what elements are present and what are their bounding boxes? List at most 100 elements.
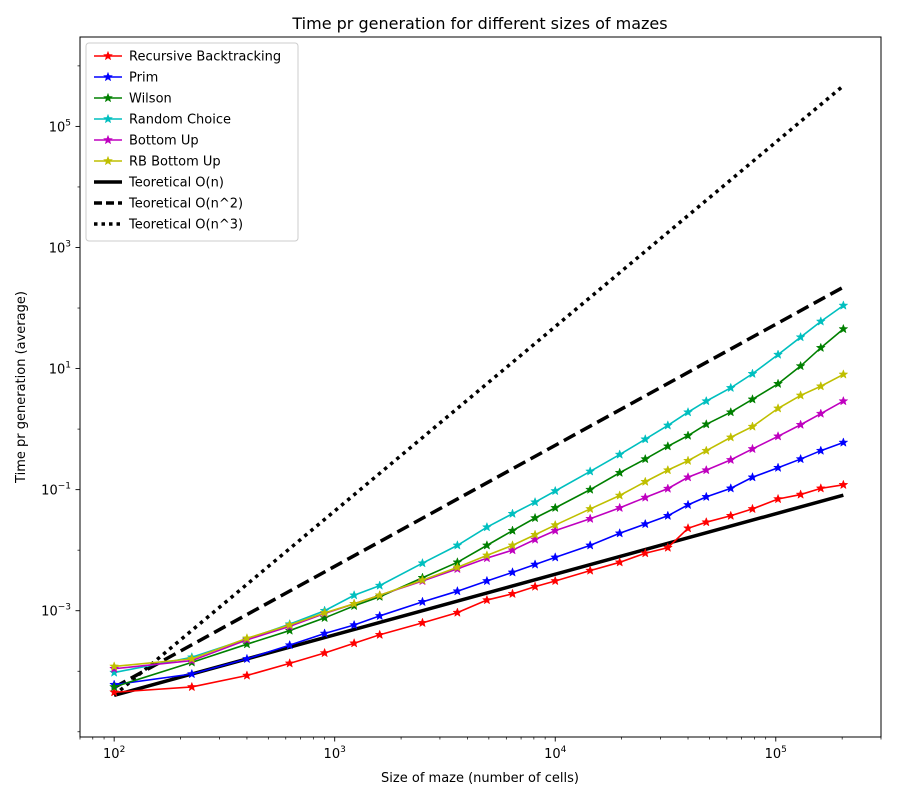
point-recursive-backtracking-5: [349, 637, 360, 648]
point-bottom-up-24: [838, 395, 849, 406]
point-bottom-up-13: [585, 513, 596, 524]
point-recursive-backtracking-4: [319, 647, 330, 658]
point-rb-bottom-up-16: [662, 464, 673, 475]
x-tick-label: 104: [544, 745, 567, 762]
y-axis-label: Time pr generation (average): [14, 291, 29, 484]
x-axis: 102 103 104 105: [79, 737, 882, 762]
ref-line-teoretical-o-n-2: [113, 285, 845, 689]
point-bottom-up-22: [795, 419, 806, 430]
point-random-choice-15: [640, 433, 651, 444]
point-recursive-backtracking-15: [640, 547, 651, 558]
x-tick-label: 102: [103, 745, 125, 762]
point-prim-6: [374, 610, 385, 621]
point-rb-bottom-up-7: [417, 574, 428, 585]
point-prim-11: [530, 559, 541, 569]
point-wilson-23: [815, 342, 826, 353]
point-random-choice-13: [585, 466, 596, 476]
point-rb-bottom-up-18: [701, 445, 712, 455]
point-bottom-up-21: [772, 431, 784, 441]
point-rb-bottom-up-1: [186, 653, 197, 664]
point-wilson-14: [614, 467, 625, 478]
point-prim-5: [349, 619, 360, 630]
x-tick-label: 105: [765, 745, 787, 762]
point-random-choice-17: [682, 406, 694, 417]
point-rb-bottom-up-17: [682, 455, 694, 466]
point-wilson-3: [284, 625, 295, 635]
point-random-choice-7: [417, 557, 428, 568]
point-recursive-backtracking-12: [550, 575, 561, 586]
plot-frame: [79, 36, 882, 738]
point-prim-3: [284, 639, 295, 650]
point-random-choice-8: [452, 540, 463, 550]
point-bottom-up-14: [614, 502, 625, 513]
point-rb-bottom-up-2: [241, 632, 252, 643]
legend-marker-prim: [102, 71, 114, 82]
point-wilson-22: [795, 360, 806, 371]
point-recursive-backtracking-10: [507, 588, 518, 599]
point-wilson-24: [838, 323, 849, 334]
point-recursive-backtracking-7: [417, 617, 428, 628]
point-rb-bottom-up-0: [109, 661, 120, 671]
point-recursive-backtracking-9: [481, 594, 492, 605]
point-prim-4: [319, 628, 330, 638]
legend-label: RB Bottom Up: [129, 155, 221, 170]
point-prim-8: [452, 585, 463, 596]
point-rb-bottom-up-21: [772, 403, 784, 413]
point-rb-bottom-up-11: [530, 529, 541, 540]
y-axis: 10−3 10−1 101 103 105: [41, 65, 80, 733]
point-recursive-backtracking-2: [241, 670, 252, 680]
x-tick-label: 103: [324, 745, 346, 762]
point-wilson-10: [507, 525, 518, 535]
point-wilson-19: [725, 406, 736, 417]
point-rb-bottom-up-10: [507, 540, 518, 550]
point-prim-1: [186, 668, 197, 679]
point-bottom-up-23: [815, 408, 826, 418]
point-random-choice-5: [349, 589, 360, 600]
point-prim-19: [725, 483, 736, 493]
point-recursive-backtracking-8: [452, 607, 463, 617]
legend-box: [85, 42, 299, 242]
point-prim-22: [795, 453, 806, 464]
x-axis-label: Size of maze (number of cells): [381, 771, 579, 786]
point-prim-10: [507, 567, 518, 577]
plot-area: [109, 84, 849, 698]
point-recursive-backtracking-19: [725, 510, 736, 521]
point-recursive-backtracking-3: [284, 658, 295, 668]
y-tick-label: 105: [49, 118, 71, 135]
point-prim-13: [585, 540, 596, 550]
point-prim-17: [682, 499, 694, 510]
point-prim-20: [747, 471, 758, 482]
point-random-choice-24: [838, 300, 849, 310]
point-prim-7: [417, 596, 428, 607]
point-prim-14: [614, 527, 625, 538]
point-prim-9: [481, 575, 492, 586]
legend-marker-bottom-up: [102, 134, 114, 145]
point-bottom-up-11: [530, 534, 541, 544]
point-rb-bottom-up-15: [640, 476, 651, 487]
point-rb-bottom-up-9: [481, 550, 492, 560]
point-recursive-backtracking-13: [585, 565, 596, 575]
point-random-choice-12: [550, 485, 561, 496]
point-wilson-9: [481, 540, 492, 550]
legend-label: Recursive Backtracking: [129, 50, 281, 65]
point-recursive-backtracking-20: [747, 503, 758, 514]
point-random-choice-21: [772, 349, 784, 359]
point-recursive-backtracking-1: [186, 681, 197, 692]
legend-label: Random Choice: [129, 113, 231, 128]
legend-label: Teoretical O(n^3): [128, 218, 243, 233]
point-bottom-up-12: [550, 525, 561, 535]
point-rb-bottom-up-4: [319, 607, 330, 618]
legend-label: Teoretical O(n^2): [128, 197, 243, 212]
point-prim-18: [701, 491, 712, 502]
point-bottom-up-16: [662, 483, 673, 493]
point-recursive-backtracking-16: [662, 542, 673, 552]
point-rb-bottom-up-14: [614, 490, 625, 500]
point-recursive-backtracking-21: [772, 493, 784, 504]
point-bottom-up-10: [507, 544, 518, 555]
point-random-choice-0: [109, 667, 120, 677]
point-wilson-2: [241, 638, 252, 649]
point-rb-bottom-up-20: [747, 421, 758, 431]
point-rb-bottom-up-13: [585, 503, 596, 514]
point-prim-2: [241, 653, 252, 664]
